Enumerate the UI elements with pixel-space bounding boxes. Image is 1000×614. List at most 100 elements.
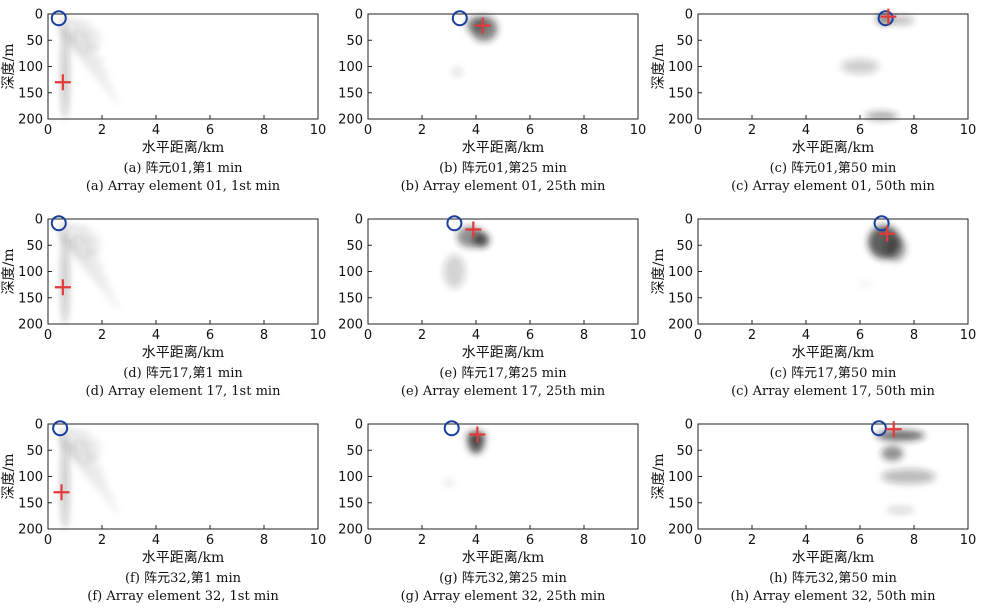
- x-axis-label: 水平距离/km: [462, 549, 544, 566]
- x-tick-label: 2: [748, 328, 756, 343]
- x-axis-label: 水平距离/km: [462, 344, 544, 361]
- panel-caption-en: (h) Array element 32, 50th min: [730, 589, 936, 604]
- source-circle-marker: [52, 420, 69, 437]
- y-tick-label: 100: [338, 470, 363, 485]
- y-tick-label: 200: [18, 523, 43, 538]
- y-tick-label: 200: [338, 113, 363, 128]
- y-tick-label: 150: [668, 86, 693, 101]
- estimate-cross-marker: [474, 17, 491, 34]
- x-tick-label: 2: [748, 533, 756, 548]
- x-tick-label: 2: [98, 328, 106, 343]
- estimate-cross-marker: [54, 279, 71, 296]
- y-tick-label: 50: [26, 34, 43, 49]
- intensity-shading: [58, 223, 120, 324]
- y-tick-label: 200: [18, 113, 43, 128]
- estimate-cross-marker: [469, 426, 486, 443]
- y-tick-label: 100: [18, 60, 43, 75]
- plot-frame: [697, 218, 969, 325]
- panel-caption-cn: (e) 阵元17,第25 min: [439, 366, 567, 381]
- y-tick-label: 200: [668, 523, 693, 538]
- x-tick-label: 2: [98, 123, 106, 138]
- y-axis-label: 深度/m: [651, 454, 667, 500]
- x-tick-label: 0: [364, 533, 372, 548]
- source-circle-marker: [50, 215, 67, 232]
- x-tick-label: 8: [260, 123, 268, 138]
- x-tick-label: 4: [152, 328, 160, 343]
- y-axis-label: 深度/m: [651, 249, 667, 295]
- y-tick-label: 100: [18, 265, 43, 280]
- panel-caption-en: (c) Array element 01, 50th min: [731, 179, 935, 194]
- y-tick-label: 200: [18, 318, 43, 333]
- panel-caption-en: (d) Array element 17, 1st min: [85, 384, 281, 399]
- x-tick-label: 6: [526, 123, 534, 138]
- plot-frame: [367, 13, 639, 120]
- x-tick-label: 6: [206, 533, 214, 548]
- panel-caption-en: (f) Array element 32, 1st min: [87, 589, 279, 604]
- y-tick-label: 50: [676, 34, 693, 49]
- estimate-cross-marker: [53, 484, 70, 501]
- x-tick-label: 2: [418, 328, 426, 343]
- intensity-shading: [443, 226, 490, 289]
- y-tick-label: 100: [338, 60, 363, 75]
- panel-caption-en: (c) Array element 17, 50th min: [731, 384, 935, 399]
- panel-caption-en: (b) Array element 01, 25th min: [400, 179, 606, 194]
- y-tick-label: 50: [676, 444, 693, 459]
- x-tick-label: 6: [526, 533, 534, 548]
- x-tick-label: 0: [44, 328, 52, 343]
- y-tick-label: 50: [346, 239, 363, 254]
- x-axis-label: 水平距离/km: [142, 549, 224, 566]
- x-tick-label: 8: [260, 328, 268, 343]
- x-tick-label: 4: [152, 533, 160, 548]
- y-tick-label: 150: [668, 291, 693, 306]
- x-tick-label: 10: [630, 328, 647, 343]
- x-tick-label: 0: [364, 328, 372, 343]
- x-tick-label: 2: [418, 123, 426, 138]
- source-circle-marker: [873, 215, 890, 232]
- y-tick-label: 200: [668, 318, 693, 333]
- estimate-cross-marker: [54, 74, 71, 91]
- y-tick-label: 100: [668, 265, 693, 280]
- plot-frame: [697, 13, 969, 120]
- y-tick-label: 50: [676, 239, 693, 254]
- x-axis-label: 水平距离/km: [792, 549, 874, 566]
- y-axis-label: 深度/m: [1, 454, 17, 500]
- x-tick-label: 4: [802, 123, 810, 138]
- y-tick-label: 50: [26, 444, 43, 459]
- x-tick-label: 0: [694, 328, 702, 343]
- x-tick-label: 8: [910, 328, 918, 343]
- estimate-cross-marker: [465, 221, 482, 238]
- panel-caption-cn: (f) 阵元32,第1 min: [124, 571, 242, 586]
- estimate-cross-marker: [879, 225, 895, 242]
- intensity-shading: [443, 430, 487, 486]
- x-tick-label: 0: [694, 123, 702, 138]
- panel-caption-cn: (c) 阵元01,第50 min: [769, 161, 897, 176]
- x-tick-label: 0: [44, 123, 52, 138]
- x-tick-label: 8: [580, 328, 588, 343]
- y-tick-label: 150: [338, 86, 363, 101]
- x-tick-label: 0: [694, 533, 702, 548]
- x-tick-label: 0: [44, 533, 52, 548]
- x-tick-label: 10: [630, 533, 647, 548]
- y-tick-label: 100: [668, 470, 693, 485]
- x-tick-label: 6: [526, 328, 534, 343]
- x-tick-label: 4: [802, 533, 810, 548]
- y-tick-label: 0: [685, 8, 693, 23]
- x-axis-label: 水平距离/km: [142, 139, 224, 156]
- y-tick-label: 150: [338, 291, 363, 306]
- y-tick-label: 100: [18, 470, 43, 485]
- y-tick-label: 0: [685, 213, 693, 228]
- x-axis-label: 水平距离/km: [792, 139, 874, 156]
- intensity-shading: [841, 14, 914, 121]
- source-circle-marker: [50, 10, 67, 27]
- panel-caption-cn: (g) 阵元32,第25 min: [439, 571, 567, 586]
- panel-caption-en: (a) Array element 01, 1st min: [85, 179, 281, 194]
- x-tick-label: 10: [630, 123, 647, 138]
- panel-caption-en: (e) Array element 17, 25th min: [400, 384, 606, 399]
- x-tick-label: 6: [856, 328, 864, 343]
- y-tick-label: 50: [346, 444, 363, 459]
